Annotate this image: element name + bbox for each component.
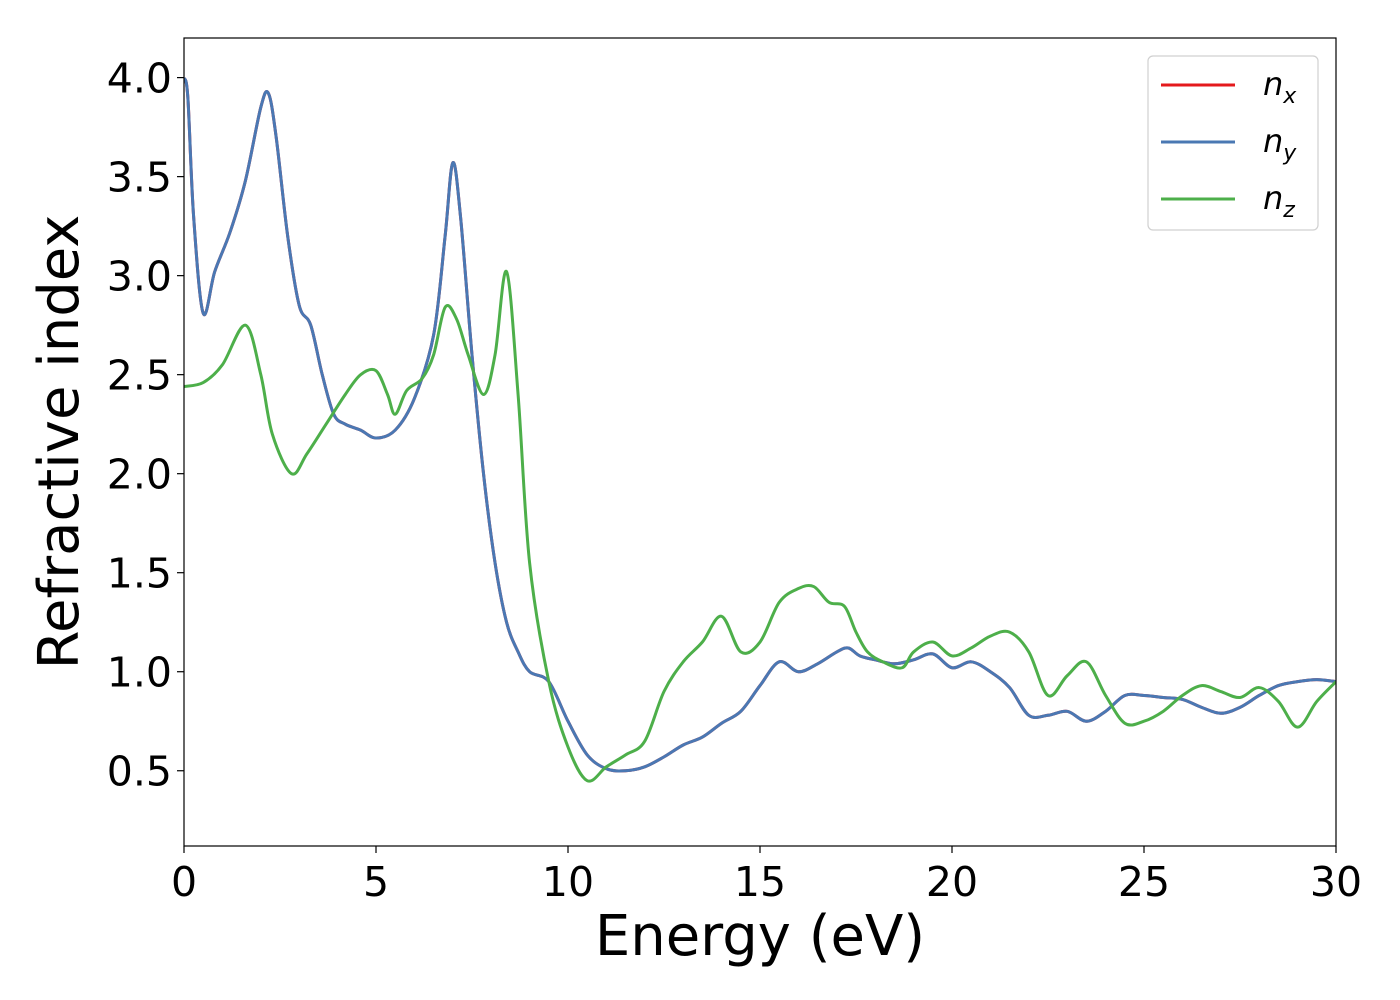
- y-tick-label: 1.5: [107, 550, 172, 598]
- x-tick-label: 5: [363, 858, 389, 906]
- y-tick-label: 4.0: [107, 55, 172, 103]
- y-tick-label: 1.0: [107, 649, 172, 697]
- y-axis: 0.5 1.0 1.5 2.0 2.5 3.0 3.5 4.0: [107, 55, 184, 796]
- series-line-y: [184, 77, 1336, 773]
- legend-label-y: ny: [1263, 122, 1297, 166]
- legend-label-z: nz: [1263, 179, 1295, 223]
- x-axis-label: Energy (eV): [595, 904, 925, 969]
- y-axis-label: Refractive index: [27, 215, 92, 670]
- x-tick-label: 10: [542, 858, 594, 906]
- x-tick-label: 25: [1118, 858, 1170, 906]
- legend: nx ny nz: [1147, 55, 1319, 231]
- x-tick-label: 0: [171, 858, 197, 906]
- x-tick-label: 20: [926, 858, 978, 906]
- y-tick-label: 3.5: [107, 154, 172, 202]
- x-axis: 0 5 10 15 20 25 30: [171, 846, 1362, 906]
- series-line-z: [184, 270, 1336, 783]
- x-tick-label: 30: [1310, 858, 1362, 906]
- y-tick-label: 0.5: [107, 748, 172, 796]
- y-tick-label: 3.0: [107, 253, 172, 301]
- series-layer: [184, 77, 1336, 783]
- y-tick-label: 2.0: [107, 451, 172, 499]
- legend-label-x: nx: [1263, 65, 1297, 109]
- y-tick-label: 2.5: [107, 352, 172, 400]
- x-tick-label: 15: [734, 858, 786, 906]
